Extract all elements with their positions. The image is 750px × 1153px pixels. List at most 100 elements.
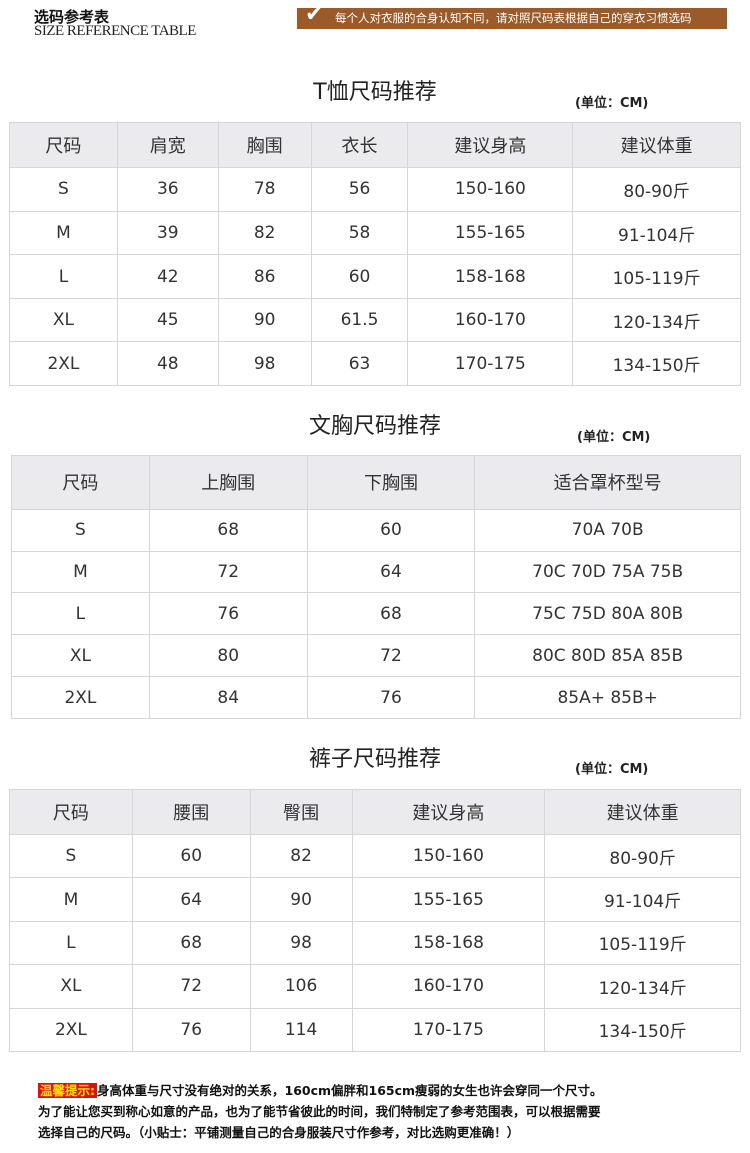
table-cell: 91-104斤 (572, 210, 741, 256)
table-cell: 75C 75D 80A 80B (474, 592, 741, 636)
table-cell: 63 (310, 341, 409, 386)
pants-size-table: 尺码 腰围 臀围 建议身高 建议体重 S 60 82 150-160 80-90斤 M 64 90 155… (9, 788, 741, 1053)
column-header: 尺码 (9, 121, 118, 169)
table-cell: 68 (131, 920, 251, 966)
bra-unit: (单位：CM) (577, 430, 651, 445)
table-cell: 90 (249, 877, 353, 922)
table-cell: 84 (148, 676, 308, 719)
table-row: 2XL 48 98 63 170-175 134-150斤 (9, 341, 741, 386)
table-row: S 60 82 150-160 80-90斤 (9, 834, 741, 879)
table-cell: 80C 80D 85A 85B (474, 634, 741, 678)
table-cell: 76 (148, 592, 308, 636)
table-cell: 90 (217, 297, 312, 343)
table-cell: 42 (116, 254, 219, 299)
table-cell: 70A 70B (474, 508, 741, 552)
table-row: XL 45 90 61.5 160-170 120-134斤 (9, 297, 741, 343)
table-cell: S (9, 834, 133, 879)
table-cell: 64 (131, 877, 251, 922)
table-cell: 134-150斤 (572, 341, 741, 386)
tshirt-unit: (单位：CM) (575, 96, 649, 111)
table-cell: 158-168 (407, 254, 574, 299)
table-cell: 72 (306, 634, 476, 678)
table-cell: 170-175 (351, 1007, 546, 1053)
table-row: 2XL 76 114 170-175 134-150斤 (9, 1007, 741, 1053)
column-header: 建议身高 (351, 788, 546, 836)
table-cell: L (11, 592, 150, 636)
tips-label: 温馨提示: (38, 1083, 97, 1098)
table-cell: L (9, 254, 118, 299)
header-row: 尺码 上胸围 下胸围 适合罩杯型号 (11, 455, 741, 510)
table-cell: 56 (310, 167, 409, 212)
column-header: 衣长 (310, 121, 409, 169)
table-cell: M (11, 550, 150, 594)
table-cell: XL (11, 634, 150, 678)
table-cell: 134-150斤 (544, 1007, 741, 1053)
table-cell: 105-119斤 (544, 920, 741, 966)
table-cell: M (9, 877, 133, 922)
table-row: S 68 60 70A 70B (11, 508, 741, 552)
table-cell: 80-90斤 (544, 834, 741, 879)
tips-line-3: 选择自己的尺码。（小贴士：平铺测量自己的合身服装尺寸作参考，对比选购更准确！） (38, 1125, 520, 1140)
table-cell: 86 (217, 254, 312, 299)
table-cell: 2XL (9, 1007, 133, 1053)
table-cell: 120-134斤 (544, 964, 741, 1009)
tshirt-title: T恤尺码推荐 (313, 80, 437, 105)
table-cell: 60 (131, 834, 251, 879)
column-header: 腰围 (131, 788, 251, 836)
tips-note: 温馨提示: 身高体重与尺寸没有绝对的关系，160cm偏胖和165cm瘦弱的女生也许… (38, 1080, 738, 1143)
column-header: 尺码 (11, 455, 150, 510)
banner: ✔ 每个人对衣服的合身认知不同，请对照尺码表根据自己的穿衣习惯选码 (297, 4, 727, 29)
table-cell: 114 (249, 1007, 353, 1053)
table-cell: 58 (310, 210, 409, 256)
table-cell: 60 (310, 254, 409, 299)
table-row: 2XL 84 76 85A+ 85B+ (11, 676, 741, 719)
header-row: 尺码 腰围 臀围 建议身高 建议体重 (9, 788, 741, 836)
tshirt-size-table: 尺码 肩宽 胸围 衣长 建议身高 建议体重 S 36 78 56 150-160 80-90斤 M 39 8… (9, 121, 741, 386)
table-row: XL 72 106 160-170 120-134斤 (9, 964, 741, 1009)
tips-line-2: 为了能让您买到称心如意的产品，也为了能节省彼此的时间，我们特制定了参考范围表，可… (38, 1104, 601, 1119)
check-icon: ✔ (305, 2, 324, 27)
table-cell: 150-160 (407, 167, 574, 212)
table-cell: 150-160 (351, 834, 546, 879)
table-row: S 36 78 56 150-160 80-90斤 (9, 167, 741, 212)
table-cell: 155-165 (351, 877, 546, 922)
table-cell: 85A+ 85B+ (474, 676, 741, 719)
pants-title: 裤子尺码推荐 (308, 747, 441, 772)
column-header: 建议体重 (572, 121, 741, 169)
table-cell: 158-168 (351, 920, 546, 966)
table-cell: 64 (306, 550, 476, 594)
column-header: 尺码 (9, 788, 133, 836)
table-cell: XL (9, 964, 133, 1009)
table-cell: 72 (131, 964, 251, 1009)
bra-size-table: 尺码 上胸围 下胸围 适合罩杯型号 S 68 60 70A 70B M 72 64 70C 70D 7… (11, 455, 741, 719)
table-cell: 2XL (9, 341, 118, 386)
table-cell: 82 (249, 834, 353, 879)
table-cell: 76 (306, 676, 476, 719)
tips-line-1: 身高体重与尺寸没有绝对的关系，160cm偏胖和165cm瘦弱的女生也许会穿同一个… (97, 1083, 603, 1098)
table-row: L 68 98 158-168 105-119斤 (9, 920, 741, 966)
table-cell: 80 (148, 634, 308, 678)
table-cell: 120-134斤 (572, 297, 741, 343)
table-cell: 61.5 (310, 297, 409, 343)
table-cell: 160-170 (407, 297, 574, 343)
column-header: 上胸围 (148, 455, 308, 510)
table-cell: 72 (148, 550, 308, 594)
table-row: XL 80 72 80C 80D 85A 85B (11, 634, 741, 678)
table-cell: 60 (306, 508, 476, 552)
table-row: M 39 82 58 155-165 91-104斤 (9, 210, 741, 256)
table-cell: 39 (116, 210, 219, 256)
column-header: 建议身高 (407, 121, 574, 169)
table-cell: 36 (116, 167, 219, 212)
column-header: 下胸围 (306, 455, 476, 510)
table-cell: S (11, 508, 150, 552)
bra-title: 文胸尺码推荐 (308, 414, 441, 439)
table-cell: 45 (116, 297, 219, 343)
table-cell: 98 (217, 341, 312, 386)
table-cell: 80-90斤 (572, 167, 741, 212)
table-cell: 106 (249, 964, 353, 1009)
table-cell: 170-175 (407, 341, 574, 386)
table-cell: 78 (217, 167, 312, 212)
table-cell: S (9, 167, 118, 212)
table-row: L 76 68 75C 75D 80A 80B (11, 592, 741, 636)
table-cell: 160-170 (351, 964, 546, 1009)
